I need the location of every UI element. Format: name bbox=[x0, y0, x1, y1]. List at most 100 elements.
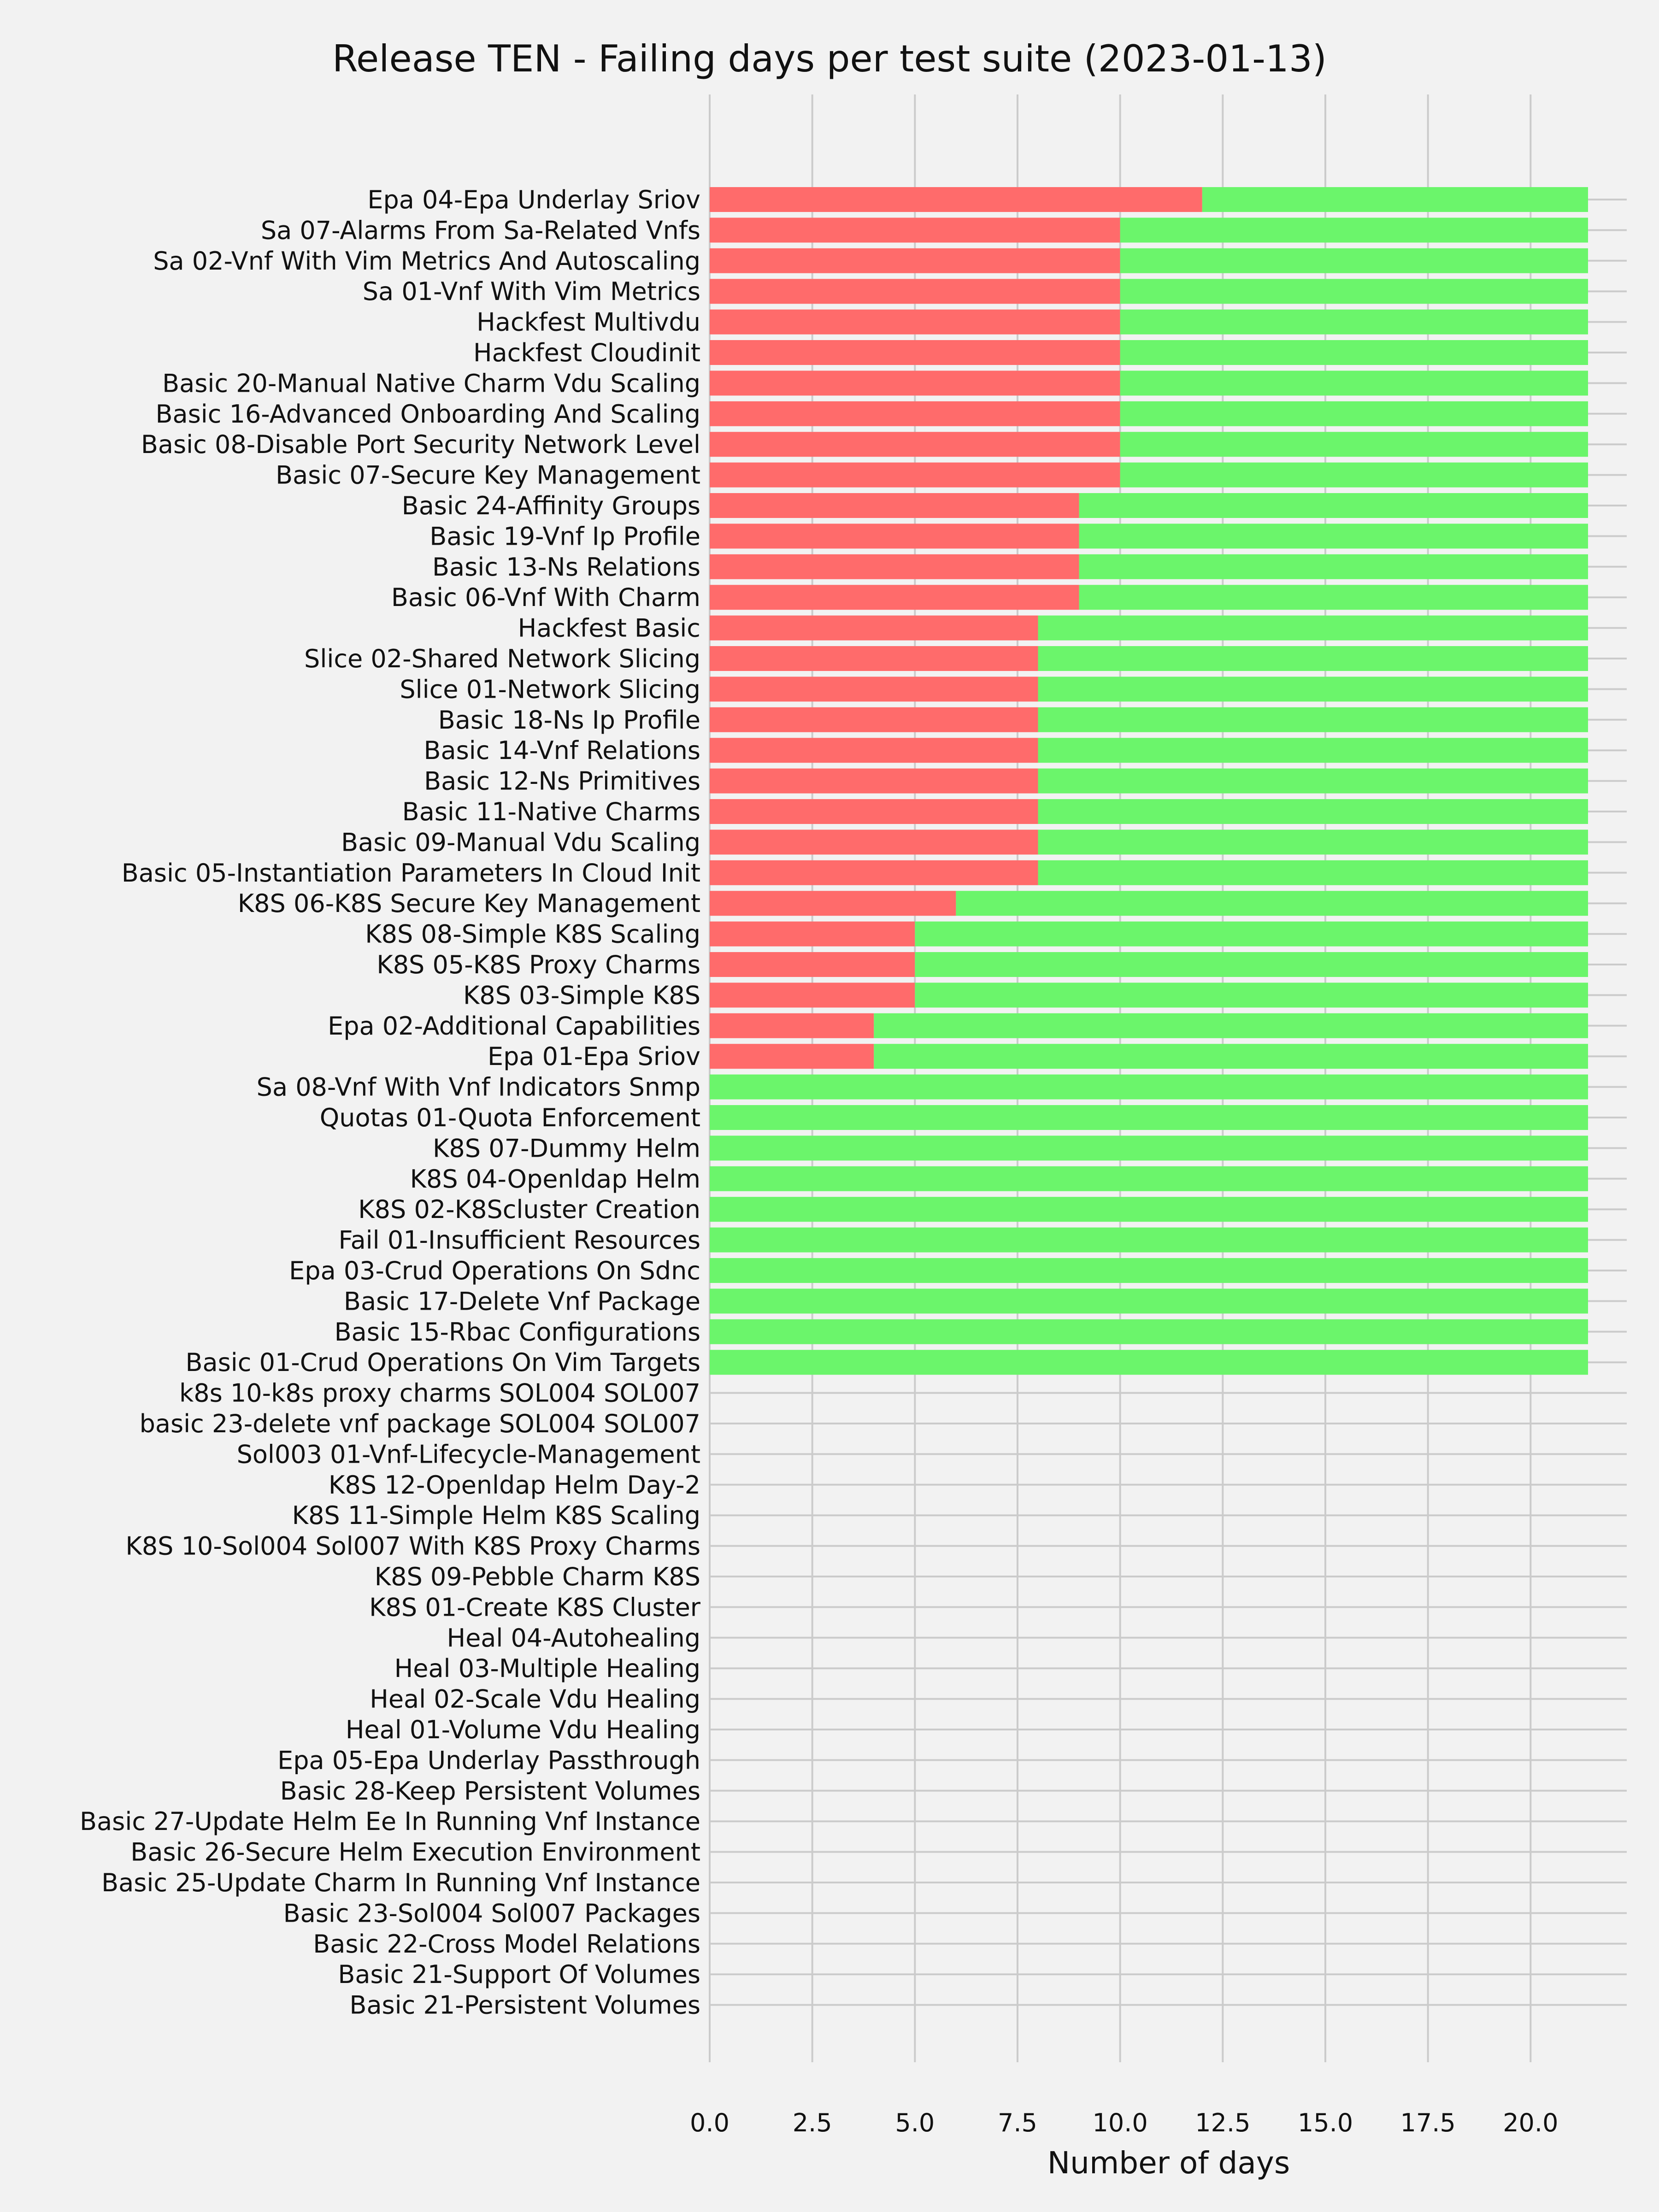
bar-failing-days bbox=[710, 738, 1038, 763]
bar-failing-days bbox=[710, 187, 1202, 212]
bar-passing-days bbox=[1120, 462, 1588, 488]
category-label: Basic 07-Secure Key Management bbox=[276, 461, 700, 490]
bar-passing-days bbox=[710, 1166, 1588, 1191]
bar-failing-days bbox=[710, 891, 956, 916]
bar-passing-days bbox=[1038, 768, 1588, 794]
bar-passing-days bbox=[710, 1288, 1588, 1314]
bar-passing-days bbox=[1120, 309, 1588, 335]
x-tick-labels: 0.0 2.5 5.0 7.5 10.0 12.5 15.0 17.5 20.0 bbox=[690, 2108, 1558, 2137]
category-label: Basic 21-Support Of Volumes bbox=[338, 1960, 700, 1989]
category-label: Hackfest Basic bbox=[518, 614, 700, 643]
category-label: Epa 02-Additional Capabilities bbox=[328, 1012, 700, 1041]
category-label: Heal 03-Multiple Healing bbox=[394, 1654, 700, 1683]
category-label: Basic 24-Affinity Groups bbox=[402, 491, 700, 520]
bar-failing-days bbox=[710, 952, 915, 977]
x-tick-label: 0.0 bbox=[690, 2108, 729, 2137]
category-label: Basic 20-Manual Native Charm Vdu Scaling bbox=[162, 369, 700, 398]
category-label: K8S 08-Simple K8S Scaling bbox=[365, 920, 700, 949]
bar-failing-days bbox=[710, 1044, 874, 1069]
category-label: Basic 12-Ns Primitives bbox=[424, 767, 700, 796]
category-label: Sa 01-Vnf With Vim Metrics bbox=[363, 277, 700, 306]
bar-failing-days bbox=[710, 462, 1120, 488]
bar-failing-days bbox=[710, 524, 1079, 549]
bar-failing-days bbox=[710, 279, 1120, 304]
bar-passing-days bbox=[1038, 860, 1588, 885]
category-label: K8S 02-K8Scluster Creation bbox=[358, 1195, 700, 1224]
bar-failing-days bbox=[710, 768, 1038, 794]
category-label: Slice 01-Network Slicing bbox=[400, 675, 700, 704]
bar-passing-days bbox=[710, 1350, 1588, 1375]
bar-passing-days bbox=[1120, 218, 1588, 243]
bar-passing-days bbox=[915, 952, 1588, 977]
category-label: Epa 05-Epa Underlay Passthrough bbox=[277, 1746, 700, 1775]
category-label: Epa 01-Epa Sriov bbox=[488, 1042, 700, 1071]
bar-passing-days bbox=[710, 1074, 1588, 1100]
category-label: Heal 02-Scale Vdu Healing bbox=[370, 1685, 700, 1714]
category-label: Basic 26-Secure Helm Execution Environme… bbox=[130, 1838, 700, 1867]
bar-passing-days bbox=[874, 1044, 1588, 1069]
x-tick-label: 7.5 bbox=[998, 2108, 1037, 2137]
bar-passing-days bbox=[1202, 187, 1588, 212]
bar-failing-days bbox=[710, 401, 1120, 426]
category-label: Basic 21-Persistent Volumes bbox=[349, 1991, 700, 2020]
bar-failing-days bbox=[710, 677, 1038, 702]
category-label: Basic 19-Vnf Ip Profile bbox=[429, 522, 700, 551]
x-axis-label: Number of days bbox=[1047, 2145, 1290, 2181]
category-label: Basic 16-Advanced Onboarding And Scaling bbox=[155, 400, 700, 429]
bar-failing-days bbox=[710, 921, 915, 947]
category-label: Sa 02-Vnf With Vim Metrics And Autoscali… bbox=[153, 247, 700, 276]
category-label: Slice 02-Shared Network Slicing bbox=[304, 644, 700, 673]
bar-failing-days bbox=[710, 371, 1120, 396]
category-label: Sol003 01-Vnf-Lifecycle-Management bbox=[237, 1440, 700, 1469]
bar-passing-days bbox=[1038, 799, 1588, 824]
category-label: Basic 23-Sol004 Sol007 Packages bbox=[283, 1899, 700, 1928]
bar-passing-days bbox=[874, 1013, 1588, 1038]
bar-failing-days bbox=[710, 432, 1120, 457]
bar-passing-days bbox=[1120, 279, 1588, 304]
bar-passing-days bbox=[1120, 371, 1588, 396]
category-label: Basic 13-Ns Relations bbox=[432, 553, 700, 582]
bar-passing-days bbox=[710, 1197, 1588, 1222]
category-label: K8S 03-Simple K8S bbox=[463, 981, 700, 1010]
bar-failing-days bbox=[710, 1013, 874, 1038]
bar-failing-days bbox=[710, 554, 1079, 579]
category-label: Basic 08-Disable Port Security Network L… bbox=[141, 430, 700, 459]
category-label: K8S 11-Simple Helm K8S Scaling bbox=[292, 1501, 700, 1530]
bar-passing-days bbox=[915, 982, 1588, 1008]
bar-failing-days bbox=[710, 707, 1038, 732]
bar-passing-days bbox=[1079, 524, 1588, 549]
bar-passing-days bbox=[1079, 585, 1588, 610]
x-tick-label: 12.5 bbox=[1195, 2108, 1250, 2137]
category-label: K8S 09-Pebble Charm K8S bbox=[375, 1562, 700, 1591]
bar-passing-days bbox=[1038, 738, 1588, 763]
bar-failing-days bbox=[710, 830, 1038, 855]
bar-passing-days bbox=[1079, 554, 1588, 579]
category-label: Sa 08-Vnf With Vnf Indicators Snmp bbox=[257, 1073, 700, 1102]
bar-failing-days bbox=[710, 860, 1038, 885]
category-label: Epa 04-Epa Underlay Sriov bbox=[367, 185, 700, 214]
category-label: Basic 17-Delete Vnf Package bbox=[344, 1287, 700, 1316]
bar-failing-days bbox=[710, 799, 1038, 824]
bar-passing-days bbox=[1038, 677, 1588, 702]
bar-passing-days bbox=[1120, 340, 1588, 365]
category-label: Hackfest Cloudinit bbox=[473, 338, 700, 367]
bar-passing-days bbox=[1038, 830, 1588, 855]
category-label: Basic 09-Manual Vdu Scaling bbox=[341, 828, 700, 857]
category-label: K8S 12-Openldap Helm Day-2 bbox=[329, 1471, 700, 1500]
category-label: Quotas 01-Quota Enforcement bbox=[320, 1103, 700, 1132]
category-label: Basic 25-Update Charm In Running Vnf Ins… bbox=[101, 1868, 700, 1897]
category-label: Hackfest Multivdu bbox=[477, 308, 700, 337]
bar-failing-days bbox=[710, 218, 1120, 243]
bar-failing-days bbox=[710, 982, 915, 1008]
category-label: basic 23-delete vnf package SOL004 SOL00… bbox=[140, 1409, 700, 1438]
category-label: Basic 11-Native Charms bbox=[402, 797, 700, 826]
x-tick-label: 20.0 bbox=[1503, 2108, 1558, 2137]
category-label: Basic 06-Vnf With Charm bbox=[391, 583, 700, 612]
bar-passing-days bbox=[956, 891, 1588, 916]
bar-failing-days bbox=[710, 615, 1038, 641]
category-label: Basic 14-Vnf Relations bbox=[424, 736, 701, 765]
x-tick-label: 10.0 bbox=[1093, 2108, 1148, 2137]
bar-failing-days bbox=[710, 585, 1079, 610]
category-label: K8S 06-K8S Secure Key Management bbox=[238, 889, 700, 918]
